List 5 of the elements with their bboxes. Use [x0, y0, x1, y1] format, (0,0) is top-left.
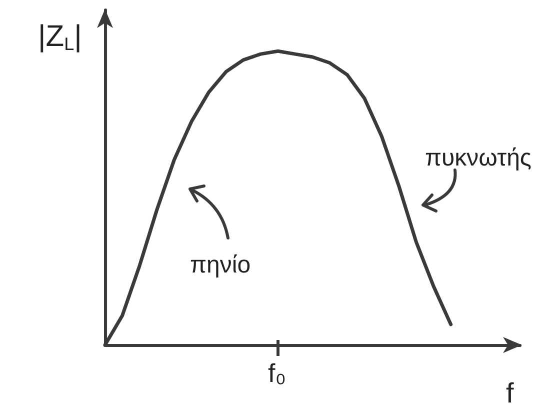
annotation: πηνίο	[190, 252, 251, 278]
x-axis-title: f	[506, 378, 514, 408]
y-axis-title: |Z$_{L}$|	[38, 20, 82, 55]
text: f₀	[268, 358, 286, 388]
annotation: πυκνωτής	[425, 144, 532, 172]
